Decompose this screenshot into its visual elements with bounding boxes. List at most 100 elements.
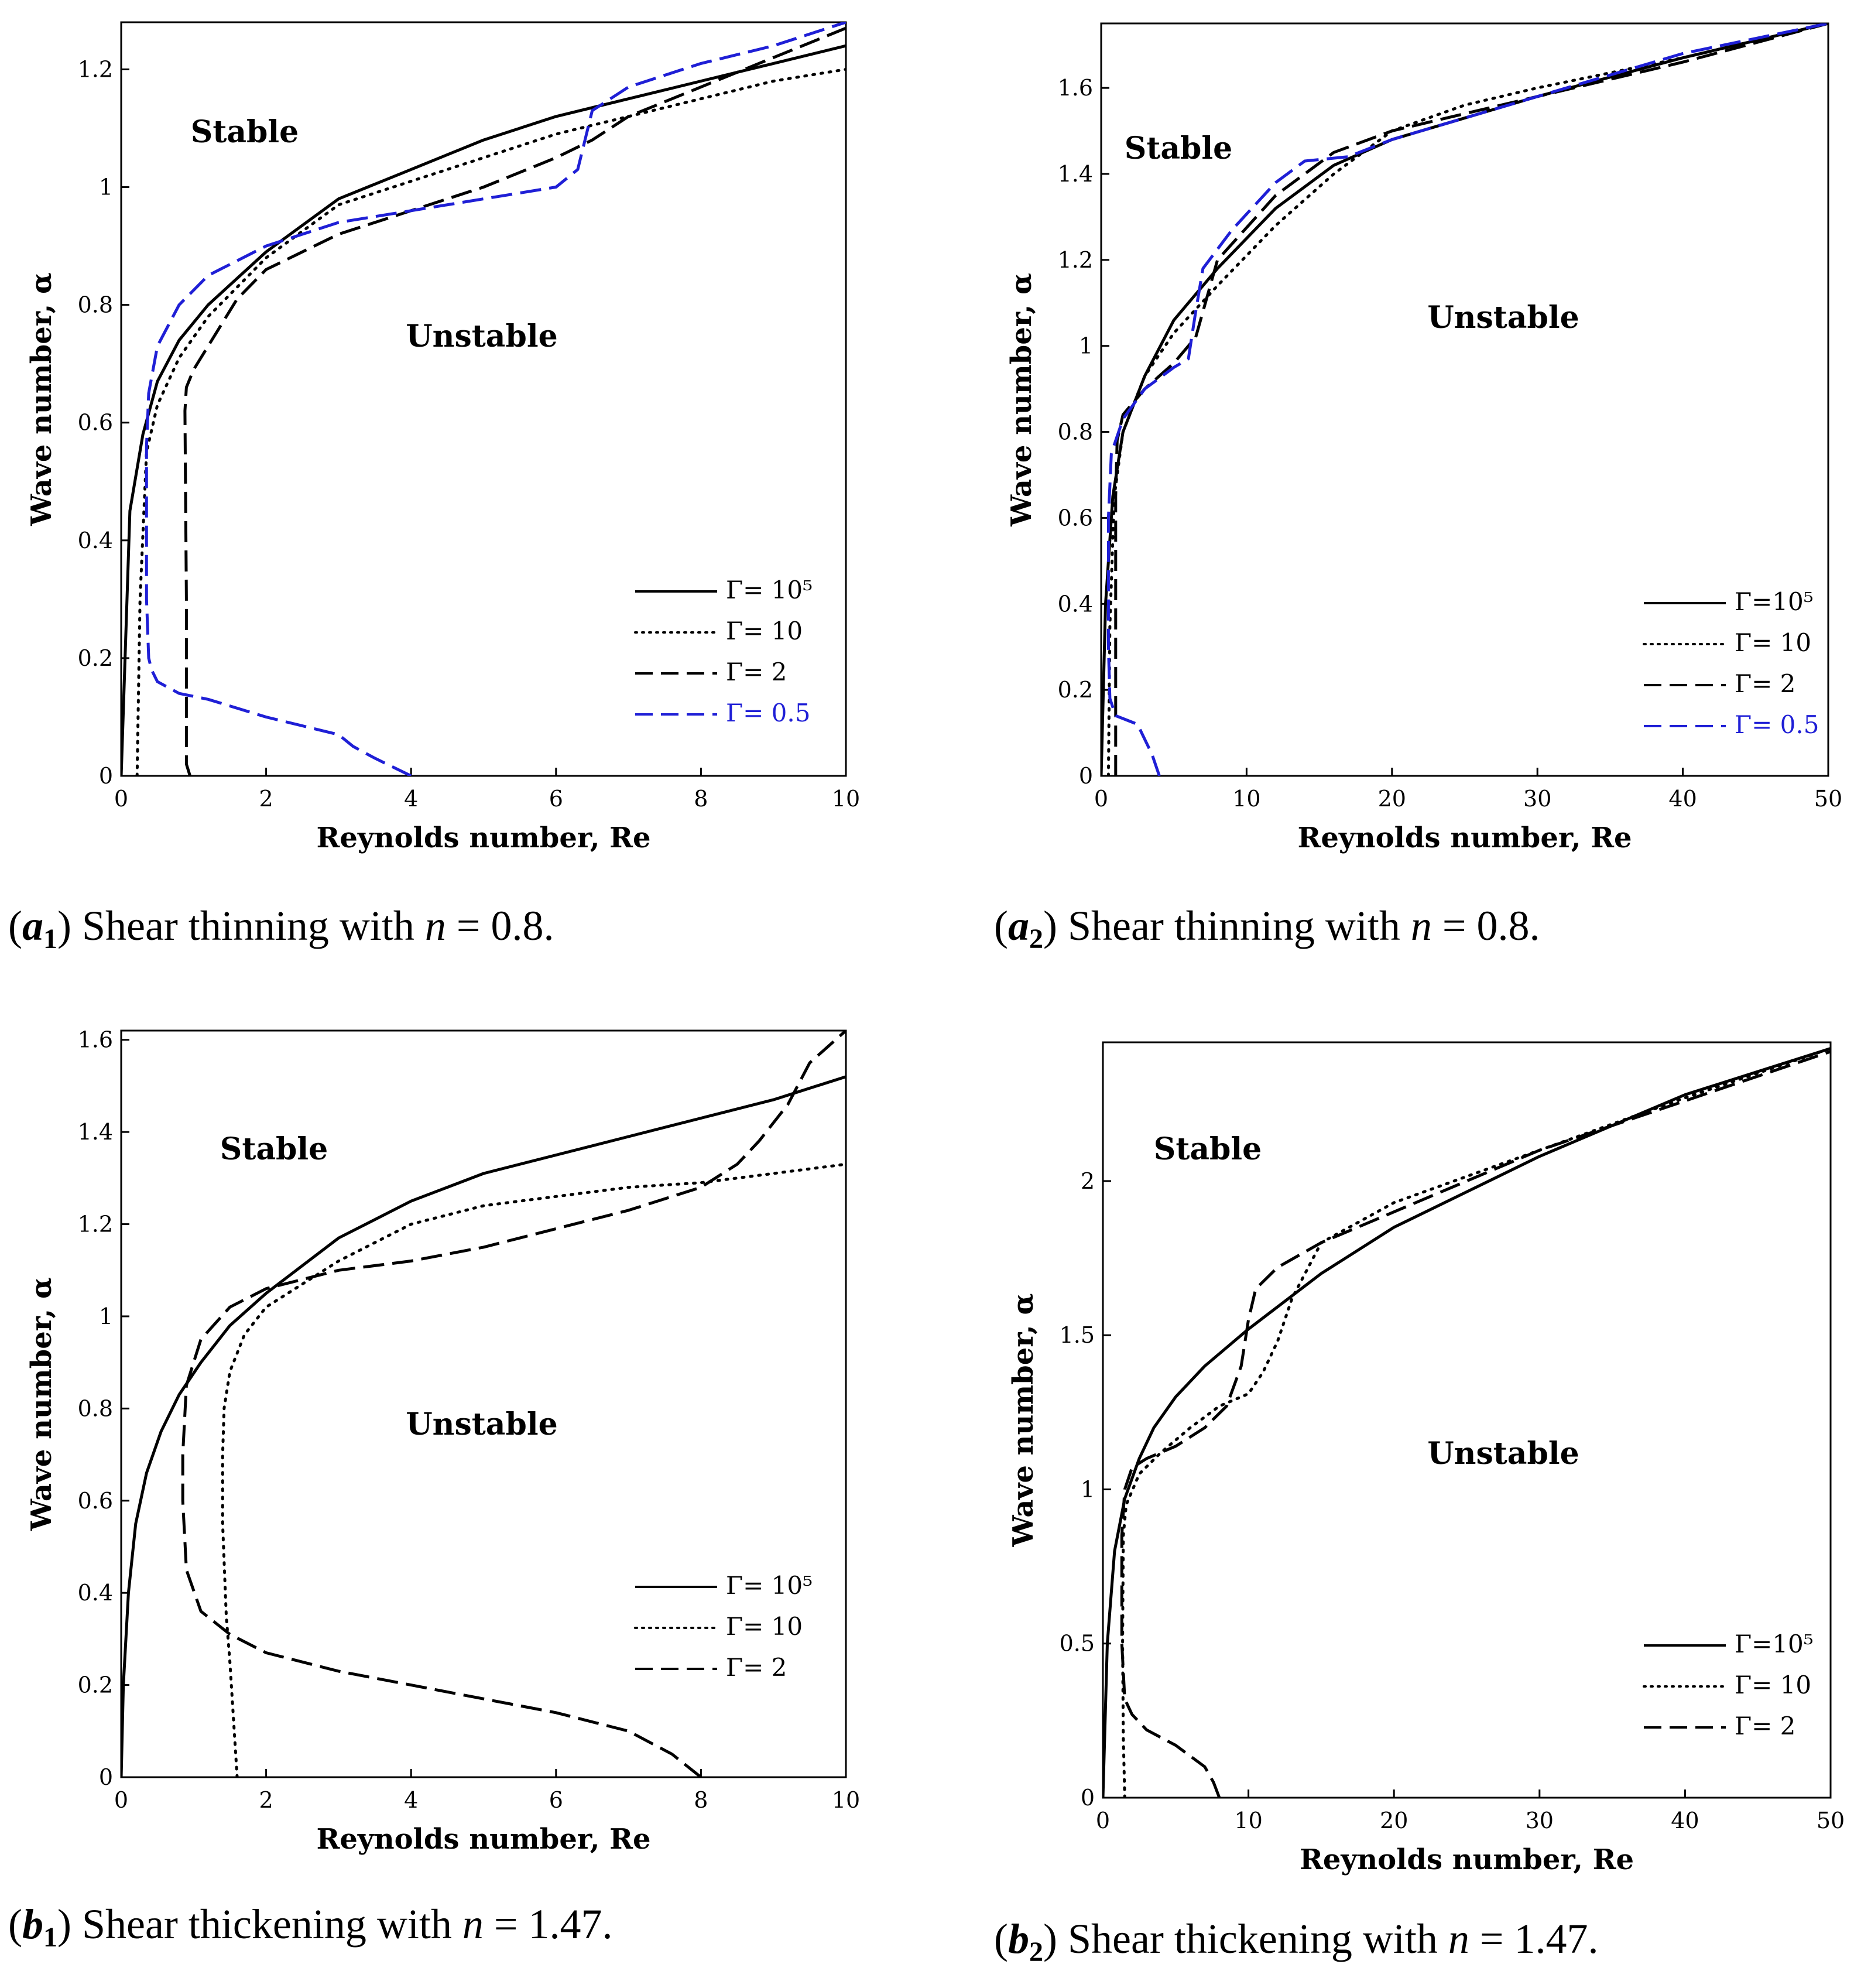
series-line-4 — [1106, 23, 1828, 776]
plot-frame — [120, 1029, 847, 1778]
legend-label: Γ= 2 — [726, 658, 787, 686]
y-axis-title: Wave number, α — [1005, 273, 1038, 527]
caption-b1: (b1) Shear thickening with n = 1.47. — [8, 1901, 613, 1953]
series-line-3 — [1120, 1050, 1831, 1798]
x-tick-label: 0 — [1094, 786, 1108, 812]
x-tick-label: 10 — [1234, 1808, 1262, 1833]
y-tick-label: 2 — [1081, 1168, 1095, 1194]
legend-label: Γ= 10⁵ — [726, 576, 813, 604]
plot-frame — [1100, 22, 1829, 777]
series-line-2 — [1106, 23, 1828, 776]
x-tick-label: 50 — [1817, 1808, 1845, 1833]
y-tick-label: 0.5 — [1060, 1631, 1095, 1657]
legend-label: Γ= 0.5 — [1735, 710, 1819, 739]
series-line-1 — [121, 1075, 846, 1777]
chart-b2: 0 10 20 30 40 50 0 0.5 1 1.5 2 Reynolds number, Re W… — [1007, 1041, 1845, 1876]
x-tick-label: 20 — [1378, 786, 1406, 812]
legend-label: Γ= 10 — [726, 617, 803, 645]
x-tick-label: 30 — [1523, 786, 1551, 812]
y-tick-label: 0 — [1081, 1785, 1095, 1811]
legend-label: Γ= 2 — [1735, 1712, 1795, 1740]
y-tick-label: 0.6 — [1058, 505, 1093, 531]
stable-region-label: Stable — [220, 1131, 328, 1167]
series-line-3 — [183, 26, 846, 776]
series-line-2 — [135, 67, 846, 776]
caption-a1: (a1) Shear thinning with n = 0.8. — [8, 902, 554, 954]
x-tick-label: 40 — [1671, 1808, 1699, 1833]
legend-label: Γ=10⁵ — [1735, 587, 1814, 616]
x-tick-label: 10 — [832, 786, 860, 812]
legend-label: Γ= 10 — [726, 1612, 803, 1641]
x-tick-label: 20 — [1380, 1808, 1408, 1833]
x-tick-label: 6 — [549, 786, 563, 812]
x-tick-label: 0 — [114, 786, 128, 812]
unstable-region-label: Unstable — [406, 319, 557, 354]
y-tick-label: 1.4 — [78, 1119, 113, 1145]
stable-region-label: Stable — [1125, 131, 1232, 166]
legend-label: Γ= 2 — [1735, 669, 1795, 698]
chart-panel-a2: 0 10 20 30 40 50 0 0.2 0.4 0.6 0.8 1 1.2 1.4 1.6 Reynol… — [927, 0, 1854, 960]
x-tick-label: 10 — [1232, 786, 1260, 812]
y-tick-label: 0.2 — [78, 645, 113, 671]
x-tick-label: 6 — [549, 1787, 563, 1813]
series-line-1 — [1103, 1047, 1831, 1798]
x-tick-label: 2 — [259, 1787, 273, 1813]
y-tick-label: 0.6 — [78, 1488, 113, 1514]
series-line-4 — [145, 22, 846, 776]
x-tick-label: 4 — [404, 786, 418, 812]
legend-label: Γ= 10 — [1735, 628, 1811, 657]
unstable-region-label: Unstable — [1427, 1436, 1579, 1472]
unstable-region-label: Unstable — [406, 1407, 557, 1442]
x-axis-title: Reynolds number, Re — [1300, 1843, 1634, 1876]
y-tick-label: 1.5 — [1060, 1322, 1095, 1348]
y-tick-label: 0.2 — [1058, 677, 1093, 703]
plot-frame — [120, 21, 847, 777]
y-tick-label: 0.4 — [1058, 591, 1093, 617]
chart-b1: 0 2 4 6 8 10 0 0.2 0.4 0.6 0.8 1 1.2 1.4 1.6 Reynolds n… — [25, 1027, 860, 1856]
plot-frame — [1102, 1041, 1832, 1799]
y-axis-title: Wave number, α — [1007, 1294, 1040, 1548]
chart-a1: 0 2 4 6 8 10 0 0.2 0.4 0.6 0.8 1 1.2 Reynolds number,… — [25, 21, 860, 854]
y-tick-label: 0.8 — [78, 292, 113, 318]
legend-label: Γ= 2 — [726, 1653, 787, 1682]
x-tick-label: 0 — [114, 1787, 128, 1813]
y-tick-label: 0 — [99, 1764, 113, 1790]
chart-panel-a1: 0 2 4 6 8 10 0 0.2 0.4 0.6 0.8 1 1.2 Reynolds number,… — [0, 0, 927, 960]
x-tick-label: 50 — [1814, 786, 1842, 812]
series-line-3 — [181, 1031, 846, 1777]
legend-label: Γ= 10⁵ — [726, 1571, 813, 1600]
series-line-2 — [1121, 1047, 1831, 1798]
y-tick-label: 1.2 — [78, 56, 113, 82]
y-tick-label: 1.6 — [1058, 75, 1093, 101]
y-tick-label: 0.2 — [78, 1672, 113, 1698]
legend-label: Γ= 0.5 — [726, 699, 810, 727]
y-tick-label: 1 — [99, 174, 113, 200]
x-tick-label: 4 — [404, 1787, 418, 1813]
y-tick-label: 0.8 — [78, 1395, 113, 1421]
chart-panel-b1: 0 2 4 6 8 10 0 0.2 0.4 0.6 0.8 1 1.2 1.4 1.6 Reynolds n… — [0, 995, 927, 1988]
y-tick-label: 1.2 — [1058, 247, 1093, 273]
x-tick-label: 8 — [694, 786, 708, 812]
x-tick-label: 30 — [1526, 1808, 1554, 1833]
legend-label: Γ= 10 — [1735, 1671, 1811, 1699]
unstable-region-label: Unstable — [1427, 300, 1579, 336]
y-tick-label: 0.6 — [78, 410, 113, 436]
y-tick-label: 0.8 — [1058, 419, 1093, 445]
y-axis-title: Wave number, α — [25, 1277, 58, 1531]
y-tick-label: 1 — [1079, 333, 1093, 359]
y-tick-label: 1 — [1081, 1476, 1095, 1502]
x-tick-label: 8 — [694, 1787, 708, 1813]
series-line-2 — [221, 1162, 846, 1777]
y-axis-title: Wave number, α — [25, 272, 58, 526]
x-tick-label: 2 — [259, 786, 273, 812]
stable-region-label: Stable — [191, 114, 299, 150]
caption-b2: (b2) Shear thickening with n = 1.47. — [994, 1915, 1599, 1968]
x-tick-label: 40 — [1668, 786, 1697, 812]
y-tick-label: 0 — [99, 763, 113, 789]
x-axis-title: Reynolds number, Re — [1297, 822, 1632, 854]
y-tick-label: 1.2 — [78, 1212, 113, 1237]
y-tick-label: 1 — [99, 1303, 113, 1329]
x-tick-label: 10 — [832, 1787, 860, 1813]
y-tick-label: 1.4 — [1058, 161, 1093, 187]
x-tick-label: 0 — [1096, 1808, 1110, 1833]
